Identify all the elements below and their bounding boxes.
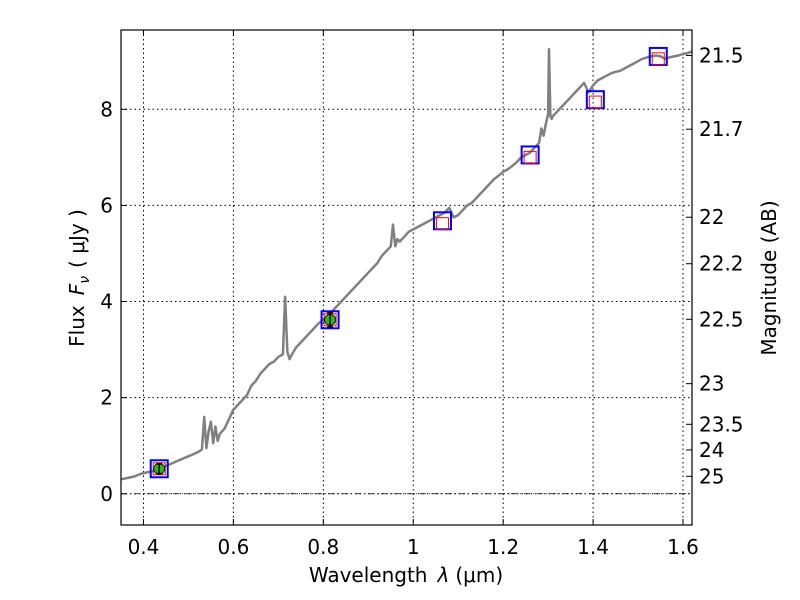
y-tick-label: 8 bbox=[100, 97, 113, 121]
x-tick-label: 0.8 bbox=[307, 535, 339, 559]
magnitude-tick-label: 23 bbox=[699, 372, 724, 396]
synthetic-photometry-marker bbox=[588, 95, 602, 109]
synthetic-photometry-marker bbox=[523, 150, 537, 164]
model-photometry-marker bbox=[149, 459, 169, 479]
magnitude-tick-label: 22 bbox=[699, 205, 724, 229]
synthetic-photometry-marker bbox=[435, 217, 449, 231]
x-tick-label: 1 bbox=[407, 535, 420, 559]
magnitude-tick-label: 25 bbox=[699, 464, 724, 488]
magnitude-tick-label: 22.5 bbox=[699, 307, 744, 331]
y-axis-title: FluxFν( μJy ) bbox=[65, 209, 93, 347]
y-tick-label: 4 bbox=[100, 290, 113, 314]
magnitude-tick-label: 23.5 bbox=[699, 412, 744, 436]
y-axis-ticks: 0 2 4 6 8 bbox=[100, 97, 127, 506]
y-tick-label: 2 bbox=[100, 386, 113, 410]
magnitude-tick-label: 22.2 bbox=[699, 252, 744, 276]
y2-axis-title: Magnitude (AB) bbox=[757, 200, 781, 355]
x-tick-label: 0.4 bbox=[128, 535, 160, 559]
synthetic-photometry-marker bbox=[651, 52, 665, 66]
model-photometry-marker bbox=[320, 310, 340, 330]
x-tick-label: 1.4 bbox=[577, 535, 609, 559]
x-tick-label: 1.2 bbox=[487, 535, 519, 559]
x-axis-ticks: 0.4 0.6 0.8 1 1.2 1.4 1.6 bbox=[128, 30, 699, 559]
magnitude-tick-label: 21.5 bbox=[699, 43, 744, 67]
grid-lines bbox=[121, 30, 692, 525]
magnitude-tick-label: 24 bbox=[699, 438, 724, 462]
x-tick-label: 1.6 bbox=[667, 535, 699, 559]
synthetic-photometry-marker bbox=[152, 462, 166, 476]
magnitude-tick-label: 21.7 bbox=[699, 117, 744, 141]
spectrum-line bbox=[120, 47, 693, 481]
y-tick-label: 0 bbox=[100, 482, 113, 506]
plot-series bbox=[120, 46, 693, 481]
x-axis-title: Wavelength λ (μm) bbox=[309, 563, 503, 587]
plot-frame bbox=[120, 29, 693, 526]
y-tick-label: 6 bbox=[100, 193, 113, 217]
x-tick-label: 0.6 bbox=[217, 535, 249, 559]
